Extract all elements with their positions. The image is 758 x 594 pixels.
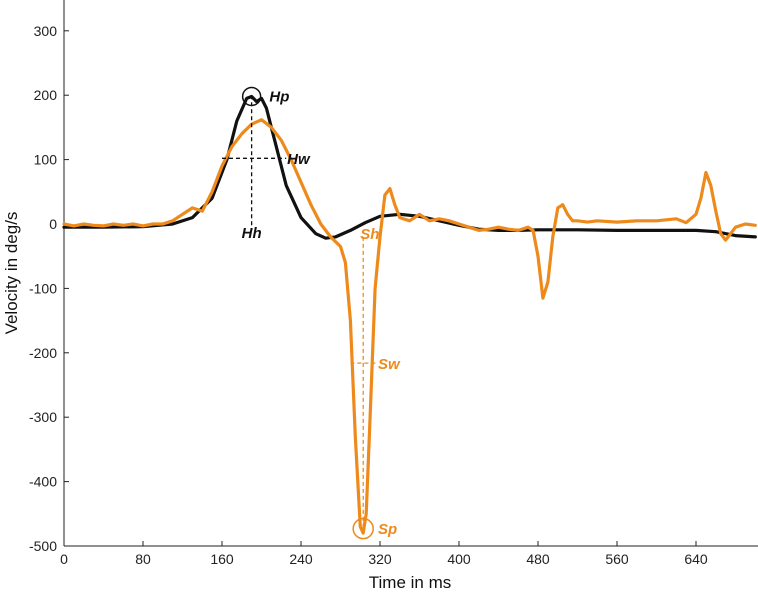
x-tick-label: 320 xyxy=(368,551,392,567)
y-tick-label: 200 xyxy=(34,87,58,103)
x-tick-label: 160 xyxy=(210,551,234,567)
head-peak-marker xyxy=(241,86,262,107)
y-ticks: -500 -400 -300 -200 -100 0 100 200 300 xyxy=(29,23,69,554)
x-tick-label: 80 xyxy=(135,551,151,567)
annotation-hh: Hh xyxy=(242,225,262,242)
y-tick-label: -200 xyxy=(29,345,57,361)
annotation-sh: Sh xyxy=(360,226,379,243)
y-axis-title: Velocity in deg/s xyxy=(2,212,21,335)
x-axis-title: Time in ms xyxy=(369,573,452,592)
x-tick-label: 480 xyxy=(526,551,550,567)
head-velocity-line xyxy=(62,94,757,240)
x-tick-label: 240 xyxy=(289,551,313,567)
y-tick-label: -500 xyxy=(29,538,57,554)
x-tick-label: 560 xyxy=(605,551,629,567)
y-tick-label: -100 xyxy=(29,280,57,296)
y-tick-label: 300 xyxy=(34,23,58,39)
y-tick-label: -300 xyxy=(29,409,57,425)
annotation-sw: Sw xyxy=(378,356,401,373)
y-tick-label: 100 xyxy=(34,152,58,168)
x-tick-label: 640 xyxy=(684,551,708,567)
x-tick-label: 0 xyxy=(60,551,68,567)
annotation-hp: Hp xyxy=(269,89,289,106)
series xyxy=(62,94,757,535)
axes xyxy=(63,0,758,547)
annotation-sp: Sp xyxy=(378,521,397,538)
eye-velocity-line xyxy=(62,118,757,535)
y-tick-label: -400 xyxy=(29,474,57,490)
x-ticks: 0 80 160 240 320 400 480 560 640 xyxy=(60,541,708,567)
saccade-peak-marker xyxy=(352,517,374,540)
y-tick-label: 0 xyxy=(49,216,57,232)
annotation-markers xyxy=(222,86,379,540)
annotation-hw: Hw xyxy=(287,151,311,168)
annotations: Hp Hw Hh Sh Sw Sp xyxy=(242,89,401,538)
x-tick-label: 400 xyxy=(447,551,471,567)
